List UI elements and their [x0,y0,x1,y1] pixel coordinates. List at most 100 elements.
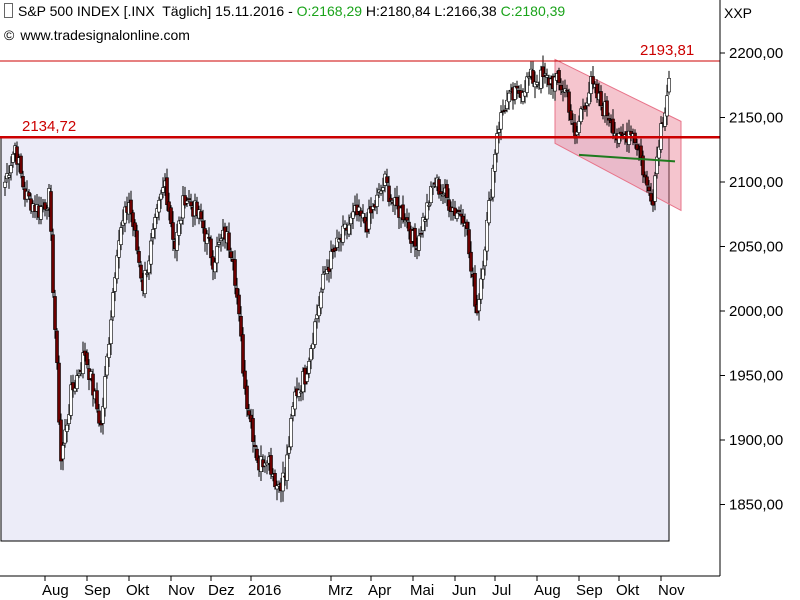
candle-up [115,255,119,280]
candle-down [445,184,449,198]
x-tick-label: Aug [42,582,69,599]
candle-up [113,277,117,292]
candle-up [375,194,379,207]
candle-down [473,273,477,307]
candle-up [309,348,313,361]
candle-up [497,129,501,133]
interval-label: Täglich] [162,3,212,19]
candle-down [439,191,443,195]
candle-up [329,250,333,270]
candle-up [7,175,11,178]
candle-up [305,373,309,382]
candle-up [107,344,111,358]
candle-up [545,75,549,78]
candle-down [569,110,573,121]
candle-down [57,362,61,423]
candle-down [269,455,273,475]
source-url[interactable]: www.tradesignalonline.com [20,27,190,43]
candle-down [21,176,25,188]
candle-down [95,390,99,410]
candle-up [285,454,289,481]
x-tick-label: Jun [452,582,476,599]
candle-up [111,292,115,318]
candle-down [611,118,615,134]
x-tick-label: Dez [208,582,235,599]
overlays: 2193,81 2134,72 [0,42,720,163]
candle-down [55,330,59,363]
candle-up [579,108,583,122]
candle-down [387,185,391,202]
candle-up [307,361,311,374]
candle-down [459,213,463,217]
candle-up [495,133,499,154]
y-tick-label: 1950,00 [729,368,783,385]
candle-down [207,236,211,239]
candle-up [507,92,511,103]
x-tick-label: Nov [168,582,195,599]
chevron-down-icon[interactable] [4,3,13,18]
support-line [578,153,676,163]
x-tick-label: 2016 [248,582,281,599]
candle-up [535,82,539,85]
candle-up [9,165,13,174]
candle-up [143,270,147,294]
candle-down [91,373,95,396]
y-tick-label: 2150,00 [729,110,783,127]
axes: 1850,00 1900,00 1950,00 2000,00 2050,00 2100,… [0,0,783,599]
candle-up [65,424,69,432]
y-tick-label: 1900,00 [729,432,783,449]
candle-down [233,259,237,286]
candle-down [129,199,133,214]
candle-up [493,154,497,172]
candle-down [413,227,417,247]
source-line: © www.tradesignalonline.com [0,27,190,43]
candle-down [169,207,173,224]
candle-up [527,76,531,79]
candle-up [427,205,431,207]
x-tick-label: Aug [534,582,561,599]
candle-up [403,220,407,223]
candle-up [587,92,591,105]
candle-down [591,76,595,85]
candle-down [137,251,141,263]
candle-up [77,373,81,376]
candle-up [665,95,669,117]
candle-down [133,222,137,231]
candle-up [543,73,547,76]
candle-down [251,418,255,442]
symbol-label: XXP [724,5,753,21]
candle-up [119,227,123,245]
candles [3,55,671,503]
candle-down [583,105,587,110]
candle-down [27,192,31,197]
candle-up [455,212,459,219]
x-tick-label: Apr [368,582,391,599]
open-value: O:2168,29 [296,3,363,19]
candle-down [51,234,55,293]
candle-up [421,217,425,231]
candle-up [161,187,165,193]
y-tick-label: 2100,00 [729,174,783,191]
candle-up [159,193,163,200]
candle-up [483,249,487,267]
candle-down [531,70,535,84]
candle-up [499,112,503,130]
quote-date: 15.11.2016 [215,3,285,19]
candle-up [153,217,157,229]
candle-down [605,100,609,116]
candle-down [515,85,519,89]
candle-up [205,233,209,244]
candle-up [429,186,433,204]
candle-up [293,391,297,410]
candle-up [11,153,15,163]
candle-up [185,200,189,204]
candle-down [245,385,249,410]
x-tick-label: Nov [658,582,685,599]
candle-down [567,91,571,113]
candle-up [417,235,421,251]
candle-down [43,202,47,210]
candle-up [577,120,581,133]
candle-up [75,375,79,389]
candle-down [457,209,461,213]
candle-up [347,224,351,235]
